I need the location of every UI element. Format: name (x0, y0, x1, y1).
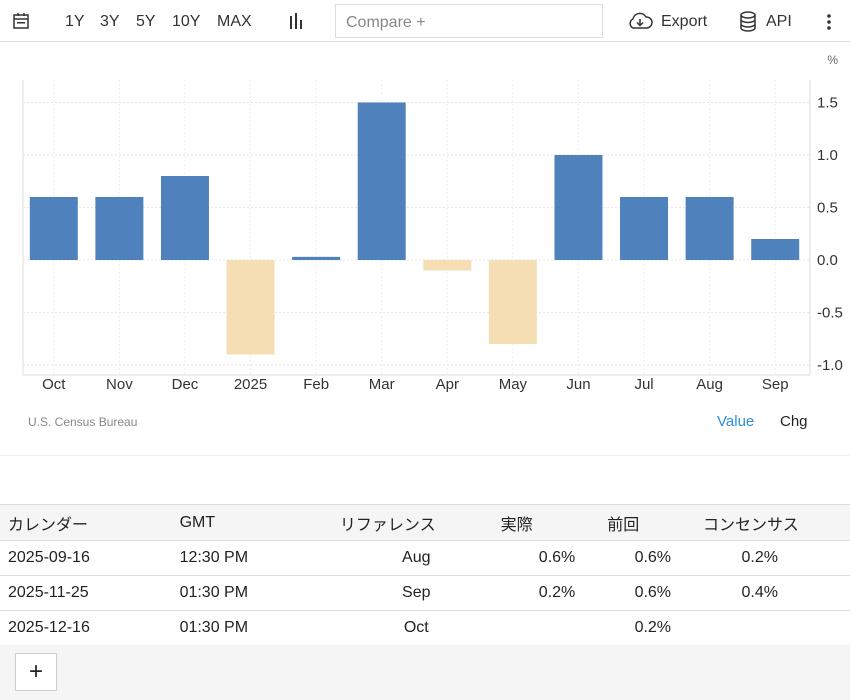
column-header: リファレンス (331, 504, 501, 541)
calendar-table: カレンダー GMT リファレンス 実際 前回 コンセンサス 2025-09-16 12:30… (0, 504, 850, 646)
column-header: カレンダー (0, 504, 180, 541)
table-cell: 0.2% (607, 610, 704, 646)
x-tick-label: Dec (172, 376, 199, 393)
bar-feb (292, 256, 341, 260)
source-label: U.S. Census Bureau (28, 415, 138, 429)
table-row: 2025-11-25 01:30 PM Sep 0.2% 0.6% 0.4% (0, 575, 850, 611)
range-max[interactable]: MAX (217, 13, 252, 30)
table-cell: 0.6% (607, 540, 704, 576)
table-cell: 0.6% (500, 540, 608, 576)
table-cell: 2025-12-16 (0, 610, 180, 646)
x-tick-label: Oct (42, 376, 66, 393)
table-cell: 01:30 PM (179, 610, 332, 646)
table-cell: Sep (331, 575, 501, 611)
table-footer (0, 645, 850, 700)
range-3y[interactable]: 3Y (100, 13, 120, 30)
table-cell (703, 610, 850, 646)
api-button[interactable]: API (766, 13, 792, 30)
table-cell: Oct (331, 610, 501, 646)
range-10y[interactable]: 10Y (172, 13, 201, 30)
y-tick-label: -1.0 (817, 357, 843, 374)
y-tick-label: 0.5 (817, 200, 838, 217)
column-header: GMT (179, 504, 332, 541)
bar-dec (160, 176, 209, 260)
more-options-icon[interactable] (826, 14, 832, 30)
bar-apr (423, 260, 472, 271)
y-tick-label: 0.0 (817, 252, 838, 269)
bar-chart-icon[interactable] (288, 12, 304, 30)
y-tick-label: 1.5 (817, 95, 838, 112)
bar-nov (95, 197, 144, 260)
x-tick-label: Aug (696, 376, 723, 393)
table-cell: Aug (331, 540, 501, 576)
x-tick-label: Jun (566, 376, 590, 393)
column-header: 実際 (500, 504, 608, 541)
x-tick-label: Jul (634, 376, 653, 393)
bar-2025 (226, 260, 275, 355)
bar-jun (554, 155, 603, 260)
x-tick-label: May (499, 376, 528, 393)
range-5y[interactable]: 5Y (136, 13, 156, 30)
database-icon[interactable] (739, 11, 757, 32)
table-row: 2025-09-16 12:30 PM Aug 0.6% 0.6% 0.2% (0, 540, 850, 576)
x-tick-label: Apr (436, 376, 459, 393)
table-cell: 0.6% (607, 575, 704, 611)
table-cell: 0.4% (703, 575, 850, 611)
divider (0, 455, 850, 456)
column-header: 前回 (607, 504, 704, 541)
chg-toggle[interactable]: Chg (780, 413, 808, 430)
table-row: 2025-12-16 01:30 PM Oct 0.2% (0, 610, 850, 646)
table-cell: 0.2% (703, 540, 850, 576)
compare-input[interactable]: Compare + (335, 4, 603, 38)
calendar-icon[interactable] (12, 12, 30, 30)
x-tick-label: 2025 (234, 376, 267, 393)
value-toggle[interactable]: Value (717, 413, 755, 430)
unit-label: % (827, 53, 838, 67)
x-tick-label: Feb (303, 376, 329, 393)
x-tick-label: Mar (369, 376, 395, 393)
bar-mar (357, 102, 406, 260)
bar-may (488, 260, 537, 344)
bar-aug (685, 197, 734, 260)
table-cell: 0.2% (500, 575, 608, 611)
table-cell: 12:30 PM (179, 540, 332, 576)
table-cell (500, 610, 608, 646)
y-tick-label: -0.5 (817, 305, 843, 322)
toolbar: 1Y 3Y 5Y 10Y MAX Compare + Export API (0, 0, 850, 42)
x-tick-label: Sep (762, 376, 789, 393)
table-cell: 2025-11-25 (0, 575, 180, 611)
export-button[interactable]: Export (661, 13, 708, 30)
bar-chart: % 1.5 1.0 0.5 0.0 -0.5 -1.0 Oct Nov Dec 2025 Feb Mar… (22, 53, 843, 393)
bar-sep (751, 239, 800, 260)
table-header: カレンダー GMT リファレンス 実際 前回 コンセンサス (0, 504, 850, 541)
column-header: コンセンサス (703, 504, 850, 541)
y-tick-label: 1.0 (817, 147, 838, 164)
bar-oct (29, 197, 78, 260)
x-tick-label: Nov (106, 376, 133, 393)
table-cell: 01:30 PM (179, 575, 332, 611)
cloud-download-icon[interactable] (627, 11, 653, 31)
range-1y[interactable]: 1Y (65, 13, 85, 30)
add-row-button[interactable]: + (15, 653, 57, 691)
table-cell: 2025-09-16 (0, 540, 180, 576)
bar-jul (620, 197, 669, 260)
